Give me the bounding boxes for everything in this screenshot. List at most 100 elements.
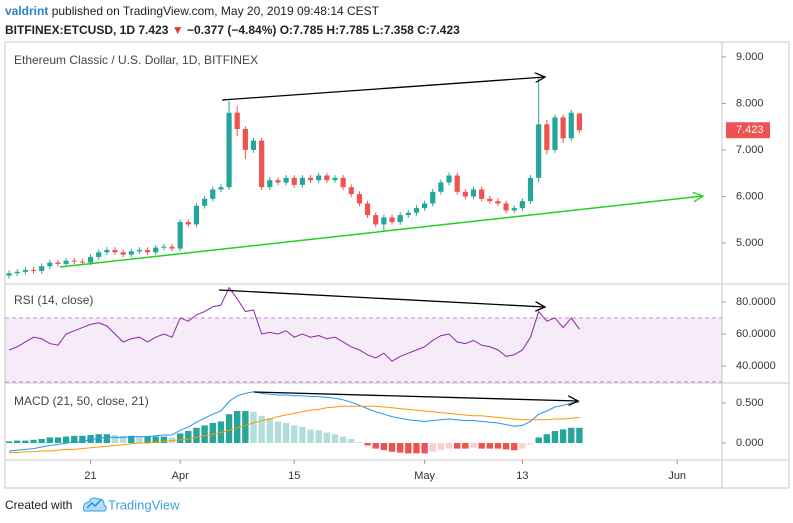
footer-brand[interactable]: TradingView	[108, 497, 180, 512]
macd-histogram-bar	[30, 439, 37, 443]
candle-body	[79, 261, 86, 263]
macd-histogram-bar	[54, 437, 62, 443]
macd-histogram-bar	[405, 443, 412, 454]
macd-histogram-bar	[535, 437, 542, 443]
macd-histogram-bar	[266, 418, 274, 443]
macd-histogram-bar	[462, 443, 469, 449]
macd-histogram-bar	[111, 435, 119, 443]
macd-histogram-bar	[209, 423, 216, 443]
candle-body	[413, 208, 420, 213]
logo	[83, 497, 107, 512]
candle-body	[63, 260, 69, 264]
y-tick-label: 0.500	[736, 397, 764, 409]
macd-histogram-bar	[38, 439, 45, 443]
trend-line	[59, 196, 703, 268]
candle-body	[128, 251, 134, 255]
candle-body	[373, 215, 379, 225]
macd-histogram-bar	[258, 415, 265, 443]
macd-histogram-bar	[22, 440, 29, 443]
macd-histogram-bar	[348, 439, 355, 443]
pane-title: RSI (14, close)	[14, 293, 93, 307]
macd-histogram-bar	[437, 443, 445, 451]
footer-text: Created with	[5, 498, 72, 512]
trend-line	[218, 289, 545, 307]
x-tick-label: 21	[84, 470, 96, 482]
candle-body	[479, 189, 485, 199]
macd-histogram-bar	[242, 411, 249, 443]
candle-body	[568, 112, 574, 139]
macd-histogram-bar	[356, 442, 363, 443]
last-price-label: 7.423	[736, 124, 764, 136]
y-tick-label: 5.000	[736, 237, 764, 249]
ohlc: O:7.785 H:7.785 L:7.358 C:7.423	[280, 23, 460, 37]
macd-histogram-bar	[388, 443, 396, 452]
candle-body	[446, 175, 452, 183]
trend-line	[221, 77, 545, 101]
macd-histogram-bar	[453, 443, 461, 449]
candle-body	[87, 256, 94, 263]
candle-body	[536, 124, 542, 178]
x-tick-label: Jun	[668, 470, 686, 482]
candle-body	[283, 177, 289, 183]
candle-body	[22, 269, 28, 272]
candle-body	[242, 129, 248, 150]
candle-body	[544, 124, 550, 150]
candle-body	[519, 201, 525, 209]
macd-histogram-bar	[79, 435, 86, 443]
candle-body	[332, 177, 338, 181]
plot-area: 21 Apr 15 May 13 Jun 5.000 6.000 7.000 8.000 9.000…	[5, 51, 776, 482]
macd-histogram-bar	[339, 436, 347, 443]
header-line-1: valdrint published on TradingView.com, M…	[5, 4, 380, 18]
candle-body	[267, 180, 273, 188]
macd-histogram-bar	[413, 443, 420, 454]
candle-body	[55, 262, 61, 264]
macd-histogram-bar	[307, 429, 314, 443]
candle-body	[136, 249, 143, 252]
macd-histogram-bar	[176, 433, 184, 443]
candle-body	[250, 140, 257, 150]
macd-histogram-bar	[478, 443, 485, 449]
y-tick-label: 8.000	[736, 97, 764, 109]
candle-body	[47, 262, 53, 267]
change-arrow: ▼	[172, 23, 184, 37]
author: valdrint	[5, 4, 48, 18]
candle-body	[405, 212, 411, 216]
candle-body	[438, 182, 444, 192]
header-line-2: BITFINEX:ETCUSD, 1D 7.423 ▼ −0.377 (−4.8…	[5, 23, 460, 37]
candle-body	[422, 203, 428, 209]
macd-histogram-bar	[250, 411, 257, 443]
macd-histogram-bar	[421, 443, 428, 454]
macd-histogram-bar	[323, 432, 331, 443]
candle-body	[259, 140, 265, 188]
macd-histogram-bar	[380, 443, 388, 451]
y-tick-label: 9.000	[736, 51, 764, 63]
candle-body	[503, 203, 509, 211]
macd-histogram-bar	[429, 443, 436, 452]
candle-body	[234, 112, 240, 130]
candle-body	[389, 217, 395, 223]
candle-body	[364, 203, 371, 216]
candle-body	[218, 187, 224, 190]
macd-histogram-bar	[364, 443, 371, 446]
x-tick-label: May	[414, 470, 435, 482]
last-price-box	[726, 122, 770, 139]
macd-histogram-bar	[201, 425, 208, 443]
candle-body	[193, 205, 200, 225]
candle-body	[161, 246, 167, 248]
change: −0.377 (−4.84%)	[187, 23, 276, 37]
macd-histogram-bar	[527, 443, 534, 445]
candle-body	[299, 177, 305, 185]
rsi-band	[5, 317, 722, 382]
macd-histogram-bar	[136, 436, 143, 443]
macd-histogram-bar	[372, 443, 379, 449]
macd-line	[9, 391, 580, 452]
x-tick-label: 15	[288, 470, 300, 482]
candle-body	[430, 191, 436, 204]
candle-body	[177, 222, 183, 249]
macd-histogram-bar	[185, 431, 192, 443]
macd-histogram-bar	[502, 443, 510, 450]
macd-histogram-bar	[5, 441, 13, 443]
rsi-line	[8, 286, 580, 362]
